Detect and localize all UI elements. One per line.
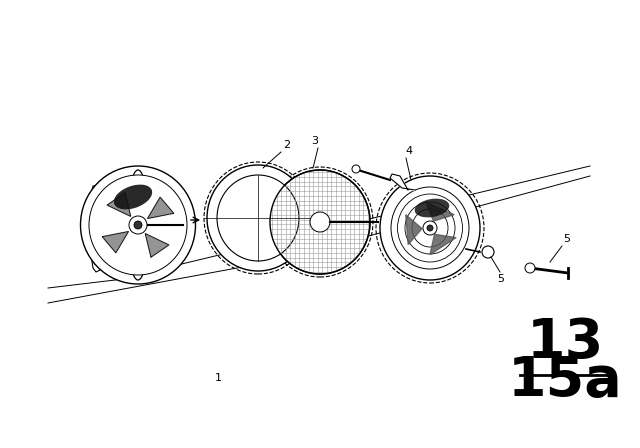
Polygon shape xyxy=(426,202,454,221)
Ellipse shape xyxy=(207,165,309,271)
Ellipse shape xyxy=(415,198,449,217)
Polygon shape xyxy=(90,179,108,272)
Text: 3: 3 xyxy=(312,136,319,146)
Ellipse shape xyxy=(129,216,147,234)
Ellipse shape xyxy=(127,170,149,280)
Polygon shape xyxy=(102,232,129,253)
Ellipse shape xyxy=(380,176,480,280)
Circle shape xyxy=(94,259,100,265)
Ellipse shape xyxy=(391,187,469,269)
Ellipse shape xyxy=(134,221,142,229)
Ellipse shape xyxy=(217,175,299,261)
Polygon shape xyxy=(148,197,173,219)
Circle shape xyxy=(94,189,100,195)
Text: 2: 2 xyxy=(283,140,290,150)
Polygon shape xyxy=(430,234,456,254)
Ellipse shape xyxy=(81,166,195,284)
Ellipse shape xyxy=(427,225,433,231)
Circle shape xyxy=(482,246,494,258)
Circle shape xyxy=(352,165,360,173)
Ellipse shape xyxy=(270,170,370,274)
Text: 13: 13 xyxy=(526,316,604,370)
Polygon shape xyxy=(406,215,422,245)
Polygon shape xyxy=(145,233,169,257)
Ellipse shape xyxy=(89,175,187,275)
Text: 5: 5 xyxy=(563,234,570,244)
Text: 15a: 15a xyxy=(508,354,622,408)
Circle shape xyxy=(525,263,535,273)
Polygon shape xyxy=(390,174,415,190)
Ellipse shape xyxy=(310,212,330,232)
Text: 5: 5 xyxy=(497,274,504,284)
Ellipse shape xyxy=(423,221,437,235)
Polygon shape xyxy=(107,193,131,216)
Ellipse shape xyxy=(114,185,152,209)
Text: 1: 1 xyxy=(214,373,221,383)
Text: 4: 4 xyxy=(405,146,413,156)
